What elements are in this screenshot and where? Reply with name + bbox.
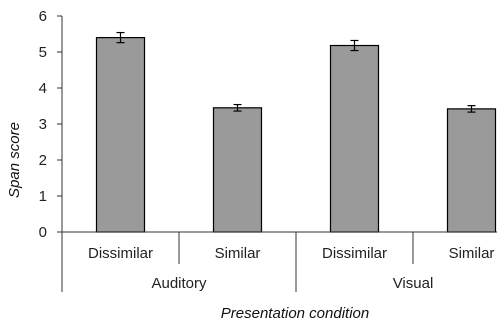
y-tick-label: 2 [39,152,47,169]
x-category-label: Dissimilar [88,245,153,262]
x-category-label: Similar [449,245,495,262]
x-group-label: Auditory [151,275,207,292]
bar [95,36,146,233]
error-bar [116,31,125,44]
x-category-label: Dissimilar [322,245,387,262]
bar [329,44,380,233]
y-tick-label: 0 [39,224,47,241]
y-tick-label: 1 [39,188,47,205]
bar [212,107,263,233]
bars [95,31,497,233]
x-category-label: Similar [215,245,261,262]
x-group-label: Visual [393,275,434,292]
y-tick-label: 6 [39,8,47,25]
x-axis: Dissimilar Similar Dissimilar Similar Audito… [61,231,497,292]
y-tick-label: 4 [39,80,47,97]
error-bar [233,103,242,112]
y-tick-label: 3 [39,116,47,133]
y-axis-title: Span score [6,122,23,198]
error-bar [350,39,359,52]
bar [446,108,497,233]
x-axis-title: Presentation condition [221,305,369,322]
y-tick-label: 5 [39,44,47,61]
error-bar [467,105,476,113]
y-axis: 0 1 2 3 4 5 6 [39,8,63,241]
